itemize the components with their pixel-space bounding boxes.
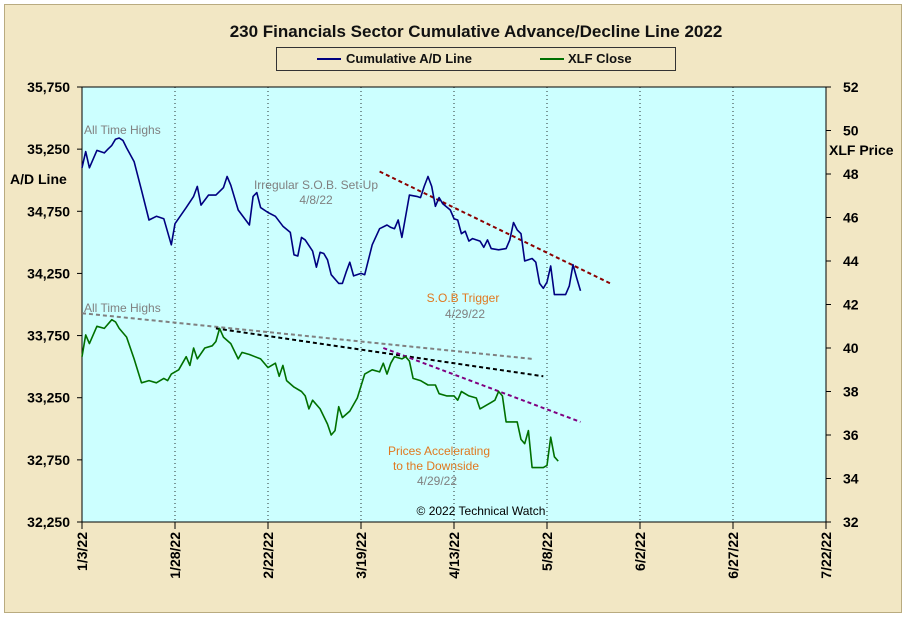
x-tick-label: 1/3/22 (74, 532, 90, 571)
legend-ad-label: Cumulative A/D Line (346, 51, 472, 66)
x-tick-label: 1/28/22 (167, 532, 183, 579)
y-right-tick-label: 38 (843, 384, 859, 400)
y-left-tick-label: 35,750 (27, 79, 70, 95)
y-right-tick-label: 46 (843, 210, 859, 226)
annotation-sob2: 4/8/22 (299, 193, 333, 207)
annotation-acc1: Prices Accelerating (388, 444, 490, 458)
chart-title: 230 Financials Sector Cumulative Advance… (229, 22, 723, 41)
y-right-tick-label: 32 (843, 514, 859, 530)
y-left-tick-label: 34,250 (27, 265, 70, 281)
y-left-axis-title: A/D Line (10, 171, 67, 187)
y-left-tick-label: 32,250 (27, 514, 70, 530)
annotation-sob1: Irregular S.O.B. Set-Up (254, 178, 378, 192)
x-tick-label: 4/13/22 (446, 532, 462, 579)
trendline-2 (81, 312, 533, 360)
y-right-tick-label: 34 (843, 471, 859, 487)
y-right-tick-label: 52 (843, 79, 859, 95)
trendline-1 (379, 170, 611, 285)
y-left-tick-label: 35,250 (27, 141, 70, 157)
xlf-close-series (81, 318, 559, 469)
y-right-tick-label: 42 (843, 297, 859, 313)
ad-line-series (81, 137, 582, 296)
x-tick-label: 6/27/22 (725, 532, 741, 579)
y-left-tick-label: 34,750 (27, 203, 70, 219)
chart-legend: Cumulative A/D Line XLF Close (276, 47, 676, 71)
y-left-tick-label: 32,750 (27, 452, 70, 468)
x-tick-label: 6/2/22 (632, 532, 648, 571)
annotation-ath2: All Time Highs (84, 301, 161, 315)
annotation-acc3: 4/29/22 (417, 474, 457, 488)
x-tick-label: 3/19/22 (353, 532, 369, 579)
y-right-tick-label: 36 (843, 427, 859, 443)
x-tick-label: 5/8/22 (539, 532, 555, 571)
y-right-axis-title: XLF Price (829, 142, 894, 158)
trendline-3 (215, 327, 544, 378)
y-left-tick-label: 33,750 (27, 328, 70, 344)
legend-xlf-swatch (540, 58, 564, 60)
annotation-copy: © 2022 Technical Watch (417, 504, 546, 518)
trendline-4 (382, 347, 581, 423)
y-left-tick-label: 33,250 (27, 390, 70, 406)
legend-xlf-label: XLF Close (568, 51, 632, 66)
y-right-tick-label: 44 (843, 253, 859, 269)
annotation-ath1: All Time Highs (84, 123, 161, 137)
y-right-tick-label: 50 (843, 123, 859, 139)
x-tick-label: 7/22/22 (818, 532, 834, 579)
x-tick-label: 2/22/22 (260, 532, 276, 579)
annotation-trig1: S.O.B Trigger (427, 291, 500, 305)
y-right-tick-label: 40 (843, 340, 859, 356)
legend-ad-swatch (317, 58, 341, 60)
annotation-acc2: to the Downside (393, 459, 479, 473)
y-right-tick-label: 48 (843, 166, 859, 182)
annotation-trig2: 4/29/22 (445, 307, 485, 321)
